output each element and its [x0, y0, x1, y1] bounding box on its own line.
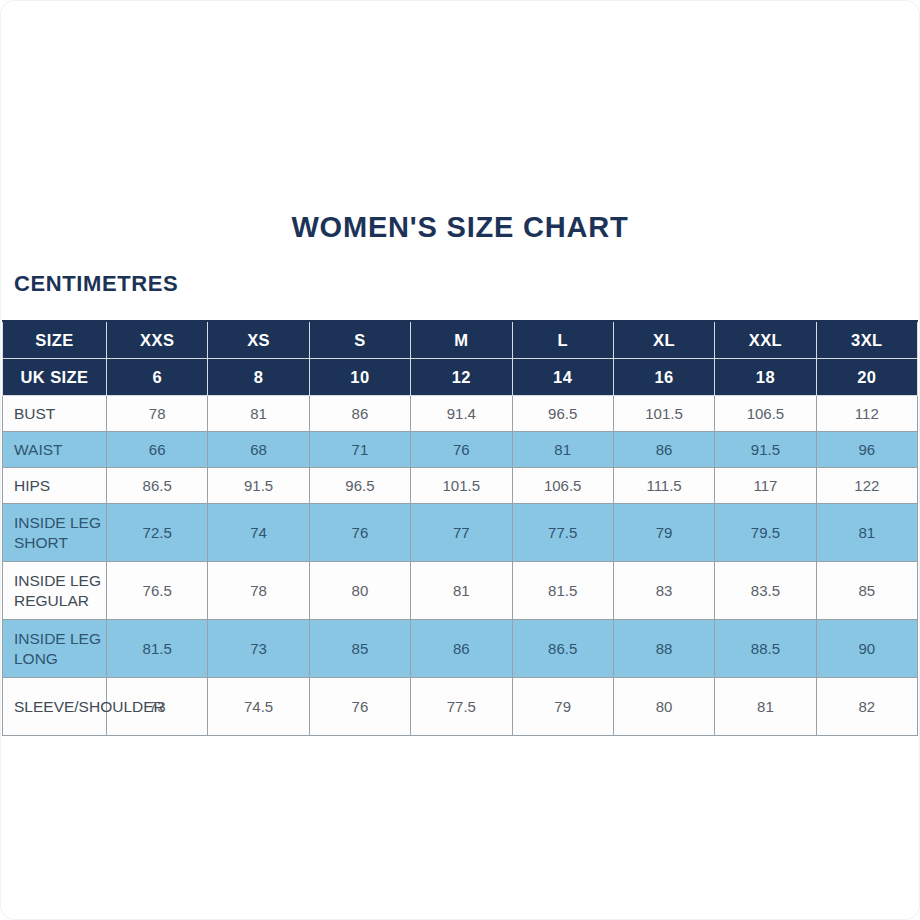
uk-size-header-row: UK SIZE 6 8 10 12 14 16 18 20 — [3, 359, 918, 396]
value-cell: 82 — [816, 678, 917, 736]
value-cell: 85 — [816, 562, 917, 620]
value-cell: 117 — [715, 468, 816, 504]
size-col-header: L — [512, 321, 613, 359]
uk-size-col-header: 20 — [816, 359, 917, 396]
value-cell: 85 — [309, 620, 410, 678]
row-label: BUST — [3, 396, 107, 432]
value-cell: 66 — [107, 432, 208, 468]
uk-size-col-header: 18 — [715, 359, 816, 396]
uk-size-header-label: UK SIZE — [3, 359, 107, 396]
uk-size-col-header: 8 — [208, 359, 309, 396]
uk-size-col-header: 16 — [613, 359, 714, 396]
value-cell: 81 — [715, 678, 816, 736]
size-chart-table: SIZE XXS XS S M L XL XXL 3XL UK SIZE 6 8… — [2, 320, 918, 736]
value-cell: 86.5 — [107, 468, 208, 504]
value-cell: 91.5 — [715, 432, 816, 468]
value-cell: 86 — [411, 620, 512, 678]
value-cell: 72.5 — [107, 504, 208, 562]
row-label: INSIDE LEG LONG — [3, 620, 107, 678]
value-cell: 86 — [309, 396, 410, 432]
unit-label: CENTIMETRES — [14, 271, 920, 297]
value-cell: 81.5 — [512, 562, 613, 620]
value-cell: 78 — [107, 396, 208, 432]
value-cell: 68 — [208, 432, 309, 468]
row-label: HIPS — [3, 468, 107, 504]
value-cell: 77.5 — [411, 678, 512, 736]
value-cell: 81 — [512, 432, 613, 468]
value-cell: 73 — [208, 620, 309, 678]
row-label: SLEEVE/SHOULDER — [3, 678, 107, 736]
value-cell: 83.5 — [715, 562, 816, 620]
value-cell: 91.4 — [411, 396, 512, 432]
table-row-inside-leg-long: INSIDE LEG LONG 81.5 73 85 86 86.5 88 88… — [3, 620, 918, 678]
value-cell: 79 — [613, 504, 714, 562]
value-cell: 106.5 — [715, 396, 816, 432]
value-cell: 90 — [816, 620, 917, 678]
value-cell: 76.5 — [107, 562, 208, 620]
size-col-header: 3XL — [816, 321, 917, 359]
uk-size-col-header: 12 — [411, 359, 512, 396]
value-cell: 77.5 — [512, 504, 613, 562]
value-cell: 111.5 — [613, 468, 714, 504]
value-cell: 86.5 — [512, 620, 613, 678]
table-row-hips: HIPS 86.5 91.5 96.5 101.5 106.5 111.5 11… — [3, 468, 918, 504]
value-cell: 81 — [816, 504, 917, 562]
size-header-row: SIZE XXS XS S M L XL XXL 3XL — [3, 321, 918, 359]
size-col-header: S — [309, 321, 410, 359]
table-row-inside-leg-regular: INSIDE LEG REGULAR 76.5 78 80 81 81.5 83… — [3, 562, 918, 620]
row-label: INSIDE LEG REGULAR — [3, 562, 107, 620]
table-row-sleeve-shoulder: SLEEVE/SHOULDER 73 74.5 76 77.5 79 80 81… — [3, 678, 918, 736]
value-cell: 88 — [613, 620, 714, 678]
table-row-waist: WAIST 66 68 71 76 81 86 91.5 96 — [3, 432, 918, 468]
value-cell: 112 — [816, 396, 917, 432]
value-cell: 86 — [613, 432, 714, 468]
value-cell: 91.5 — [208, 468, 309, 504]
size-col-header: XL — [613, 321, 714, 359]
value-cell: 76 — [411, 432, 512, 468]
table-row-bust: BUST 78 81 86 91.4 96.5 101.5 106.5 112 — [3, 396, 918, 432]
value-cell: 106.5 — [512, 468, 613, 504]
value-cell: 81 — [411, 562, 512, 620]
value-cell: 71 — [309, 432, 410, 468]
value-cell: 77 — [411, 504, 512, 562]
page-title: WOMEN'S SIZE CHART — [0, 0, 920, 244]
value-cell: 79 — [512, 678, 613, 736]
value-cell: 74.5 — [208, 678, 309, 736]
value-cell: 96.5 — [512, 396, 613, 432]
row-label: WAIST — [3, 432, 107, 468]
row-label: INSIDE LEG SHORT — [3, 504, 107, 562]
value-cell: 81 — [208, 396, 309, 432]
table-row-inside-leg-short: INSIDE LEG SHORT 72.5 74 76 77 77.5 79 7… — [3, 504, 918, 562]
size-col-header: XXS — [107, 321, 208, 359]
size-chart-page: WOMEN'S SIZE CHART CENTIMETRES SIZE XXS … — [0, 0, 920, 920]
value-cell: 101.5 — [411, 468, 512, 504]
value-cell: 80 — [309, 562, 410, 620]
value-cell: 122 — [816, 468, 917, 504]
size-header-label: SIZE — [3, 321, 107, 359]
uk-size-col-header: 14 — [512, 359, 613, 396]
size-col-header: XS — [208, 321, 309, 359]
value-cell: 88.5 — [715, 620, 816, 678]
value-cell: 96 — [816, 432, 917, 468]
value-cell: 79.5 — [715, 504, 816, 562]
value-cell: 76 — [309, 678, 410, 736]
value-cell: 101.5 — [613, 396, 714, 432]
value-cell: 83 — [613, 562, 714, 620]
uk-size-col-header: 6 — [107, 359, 208, 396]
value-cell: 78 — [208, 562, 309, 620]
size-col-header: XXL — [715, 321, 816, 359]
value-cell: 80 — [613, 678, 714, 736]
value-cell: 74 — [208, 504, 309, 562]
uk-size-col-header: 10 — [309, 359, 410, 396]
size-col-header: M — [411, 321, 512, 359]
value-cell: 96.5 — [309, 468, 410, 504]
value-cell: 81.5 — [107, 620, 208, 678]
value-cell: 76 — [309, 504, 410, 562]
